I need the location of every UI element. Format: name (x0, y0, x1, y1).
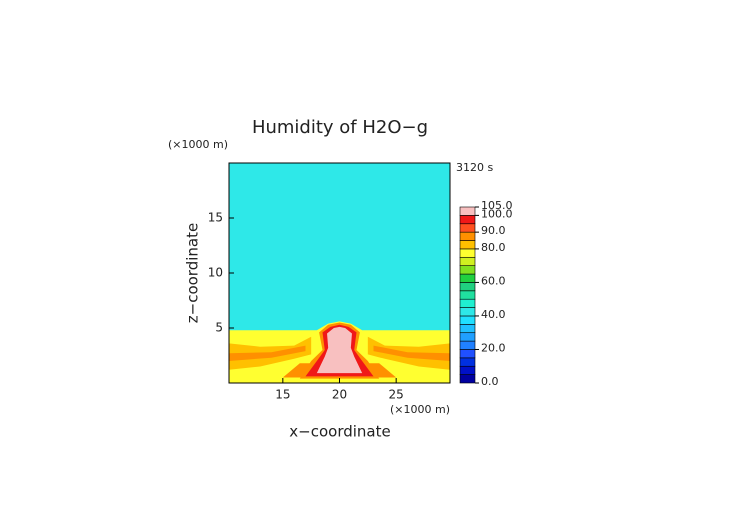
colorbar-band (459, 324, 476, 334)
colorbar-tick-label: 0.0 (481, 375, 499, 388)
chart-title: Humidity of H2O−g (252, 117, 428, 138)
x-unit: (×1000 m) (390, 403, 450, 416)
colorbar-band (459, 231, 476, 241)
colorbar-band (459, 332, 476, 342)
colorbar-tick-label: 40.0 (481, 308, 506, 321)
colorbar-tick-label: 80.0 (481, 241, 506, 254)
colorbar-band (459, 215, 476, 225)
colorbar-band (459, 357, 476, 367)
colorbar-band (459, 240, 476, 250)
colorbar-band (459, 307, 476, 317)
colorbar-band (459, 298, 476, 308)
colorbar-band (459, 374, 476, 384)
colorbar-band (459, 290, 476, 300)
colorbar-tick-label: 20.0 (481, 341, 506, 354)
colorbar-band (459, 349, 476, 359)
x-tick-label: 20 (332, 388, 347, 402)
colorbar-band (459, 365, 476, 375)
time-label: 3120 s (456, 161, 493, 174)
contour-region (229, 163, 450, 383)
colorbar-band (459, 282, 476, 292)
colorbar-band (459, 273, 476, 283)
contour-region (229, 345, 306, 361)
colorbar-band (459, 206, 476, 216)
y-tick-label: 5 (215, 321, 223, 335)
contour-region (373, 345, 450, 361)
colorbar-tick-label: 90.0 (481, 224, 506, 237)
x-axis-label: x−coordinate (289, 423, 390, 441)
colorbar-tick-label: 105.0 (481, 199, 513, 212)
colorbar-band (459, 265, 476, 275)
contour-region (316, 326, 363, 374)
colorbar-band (459, 248, 476, 258)
colorbar-band (459, 256, 476, 266)
colorbar-tick-label: 100.0 (481, 207, 513, 220)
colorbar-band (459, 340, 476, 350)
y-tick-label: 15 (208, 211, 223, 225)
x-tick-label: 25 (389, 388, 404, 402)
x-tick-label: 15 (275, 388, 290, 402)
y-tick-label: 10 (208, 266, 223, 280)
colorbar-band (459, 315, 476, 325)
y-unit: (×1000 m) (168, 138, 228, 151)
colorbar-band (459, 223, 476, 233)
y-axis-label: z−coordinate (184, 223, 202, 323)
colorbar-tick-label: 60.0 (481, 274, 506, 287)
